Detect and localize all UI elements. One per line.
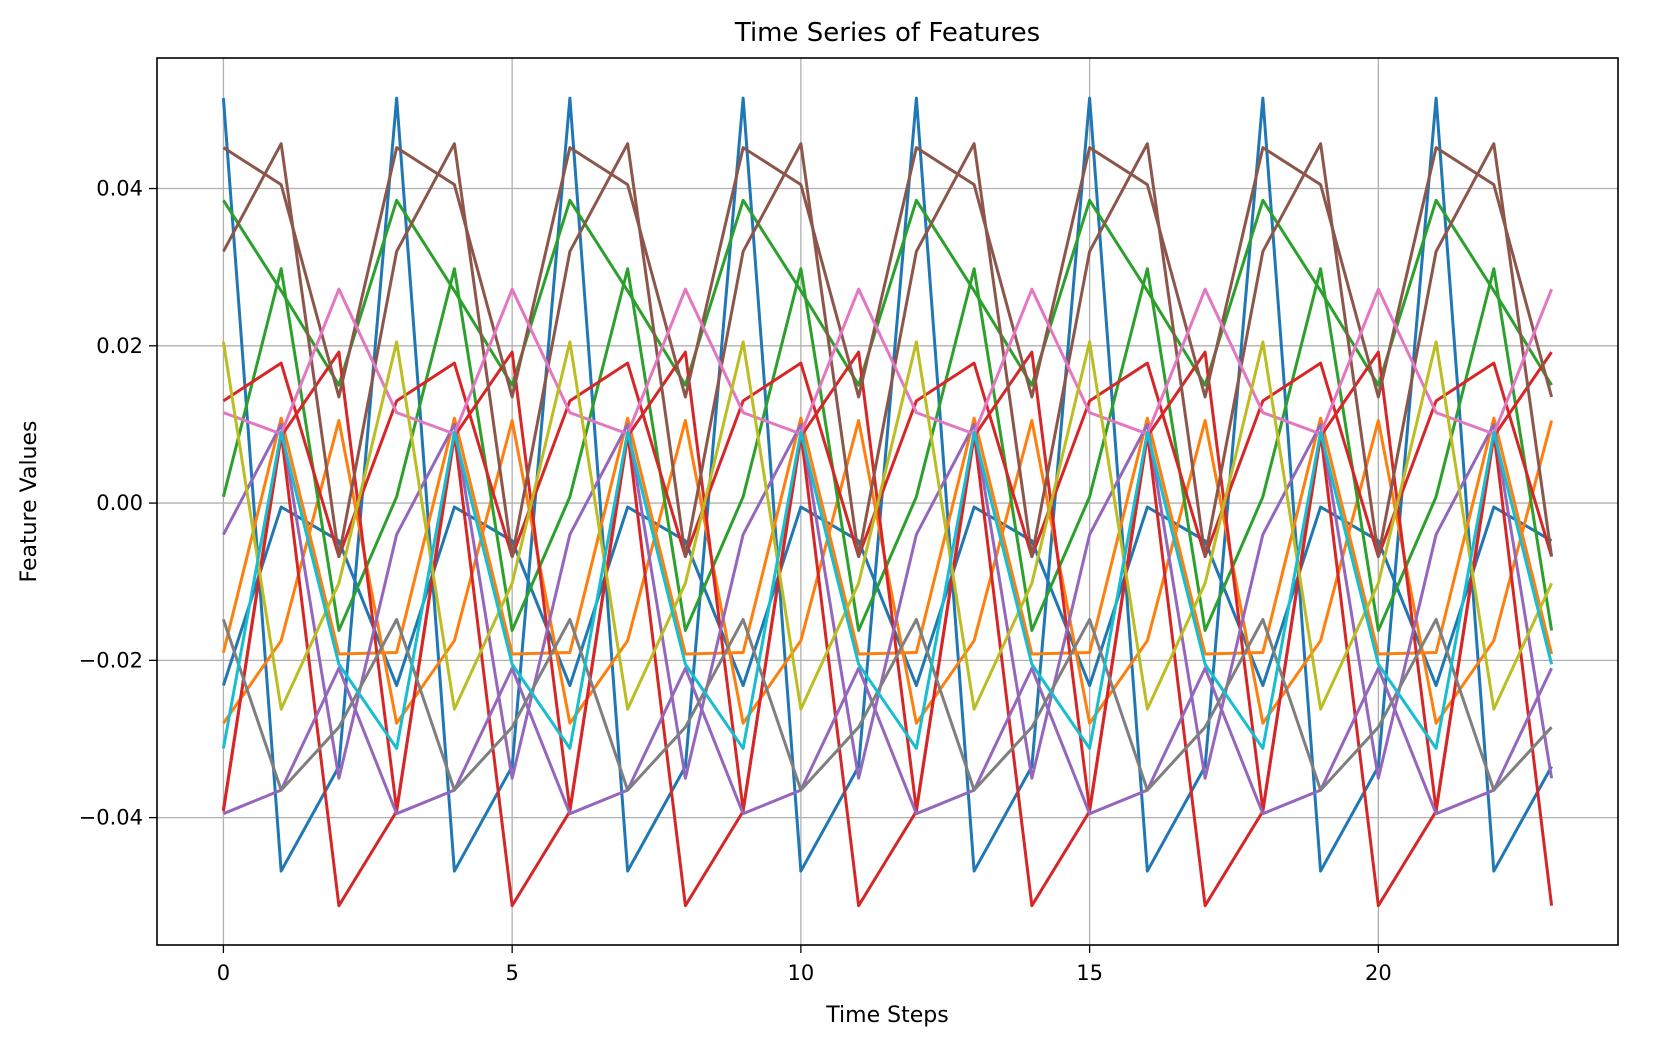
- grid-lines: [157, 58, 1618, 945]
- x-axis-label: Time Steps: [825, 1003, 948, 1028]
- series-line-4: [222, 198, 1553, 387]
- series-line-9: [222, 422, 1554, 780]
- y-tick-label: 0.04: [96, 177, 143, 201]
- series-line-14: [221, 617, 1553, 792]
- series-line-0: [221, 96, 1553, 873]
- y-tick-label: −0.02: [79, 648, 143, 672]
- y-axis-label: Feature Values: [17, 420, 42, 582]
- y-tick-label: 0.02: [96, 334, 143, 358]
- x-tick-label: 20: [1365, 961, 1392, 985]
- y-tick-label: 0.00: [96, 491, 143, 515]
- series-line-15: [221, 340, 1553, 711]
- series-line-12: [222, 142, 1554, 559]
- plot-frame: [156, 57, 1619, 946]
- series-line-16: [221, 430, 1554, 750]
- x-tick-label: 5: [505, 961, 518, 985]
- chart-title: Time Series of Features: [734, 18, 1040, 48]
- series-line-13: [222, 287, 1553, 436]
- series-line-5: [221, 267, 1554, 632]
- x-tick-label: 10: [788, 961, 815, 985]
- x-tick-label: 0: [217, 961, 230, 985]
- series-line-8: [221, 350, 1553, 812]
- axis-ticks: 0 5 10 15 20 −0.04 −0.02 0.00 0.02 0.04: [79, 177, 1392, 985]
- series-line-6: [222, 361, 1554, 559]
- series-group: [221, 96, 1554, 908]
- series-line-10: [222, 666, 1553, 816]
- y-tick-label: −0.04: [79, 806, 143, 830]
- x-tick-label: 15: [1076, 961, 1103, 985]
